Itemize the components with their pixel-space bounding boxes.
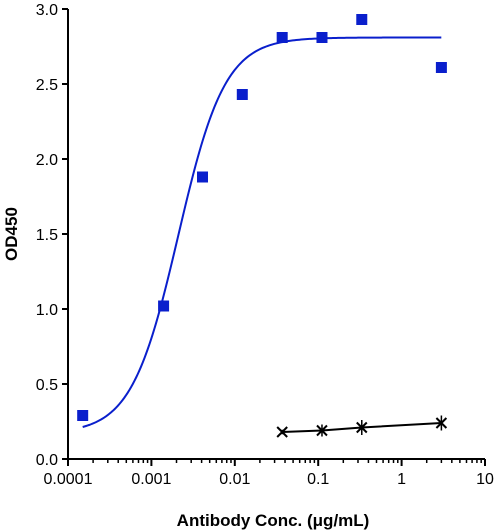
x-tick-label: 0.01 bbox=[219, 471, 250, 488]
x-tick-label: 1 bbox=[397, 471, 406, 488]
data-point-x bbox=[356, 421, 368, 434]
axes: 0.0 0.5 1.0 1.5 2.0 2.5 3.0 0.0001 0.001 0.01 0.1 1… bbox=[36, 2, 494, 488]
y-tick-label: 0.0 bbox=[36, 452, 58, 469]
x-tick-label: 0.1 bbox=[307, 471, 329, 488]
x-axis-title: Antibody Conc. (μg/mL) bbox=[177, 511, 370, 530]
y-axis-title: OD450 bbox=[2, 207, 21, 261]
chart-marks bbox=[77, 14, 448, 438]
y-tick-label: 1.5 bbox=[36, 227, 58, 244]
y-tick-label: 2.0 bbox=[36, 152, 58, 169]
y-tick-label: 3.0 bbox=[36, 2, 58, 19]
data-point-x bbox=[435, 417, 448, 429]
fit-curve-series-1 bbox=[82, 36, 442, 428]
x-tick-label: 0.0001 bbox=[44, 471, 93, 488]
y-tick-label: 2.5 bbox=[36, 77, 58, 94]
data-point-square bbox=[158, 300, 170, 312]
data-point-square bbox=[276, 32, 288, 43]
x-tick-label: 10 bbox=[476, 471, 494, 488]
data-point-square bbox=[435, 62, 447, 73]
data-point-x bbox=[316, 424, 328, 437]
y-tick-label: 1.0 bbox=[36, 302, 58, 319]
data-point-square bbox=[77, 410, 89, 421]
data-point-square bbox=[197, 171, 209, 183]
x-tick-label: 0.001 bbox=[131, 471, 171, 488]
data-point-x bbox=[276, 426, 288, 438]
y-tick-label: 0.5 bbox=[36, 377, 58, 394]
data-point-square bbox=[356, 14, 368, 25]
data-point-square bbox=[316, 32, 328, 43]
line-series-2 bbox=[282, 422, 442, 433]
data-point-square bbox=[236, 89, 248, 100]
